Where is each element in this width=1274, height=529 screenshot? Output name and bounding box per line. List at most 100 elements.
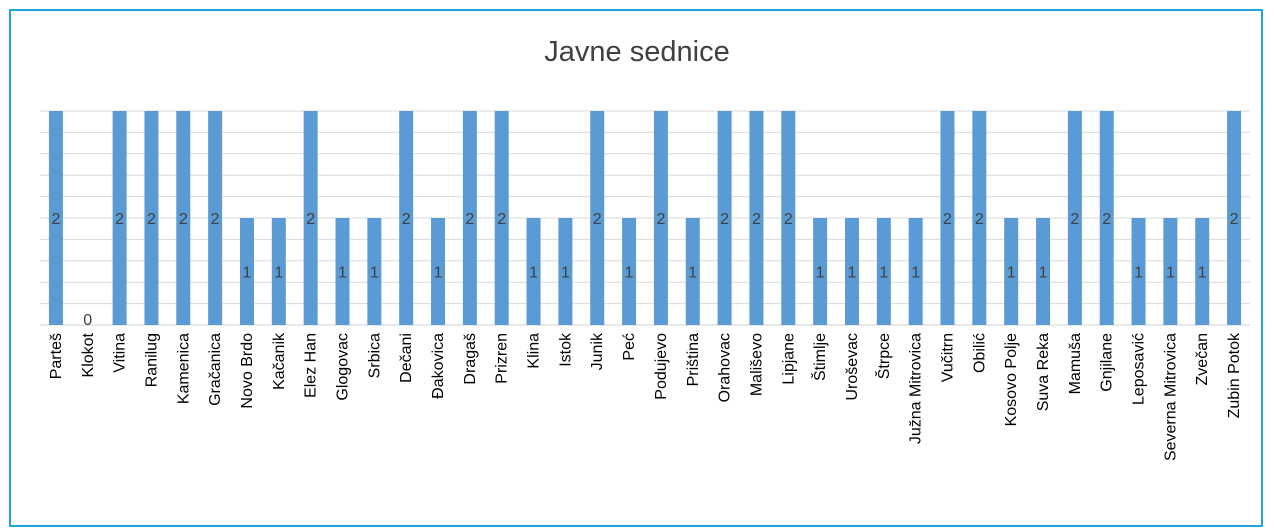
data-label: 2 (402, 211, 411, 228)
data-label: 2 (975, 211, 984, 228)
bar (1131, 218, 1146, 325)
bar (48, 111, 63, 325)
bar (1227, 111, 1242, 325)
bar (1099, 111, 1114, 325)
x-tick-label: Štrpce (874, 333, 893, 379)
bar (112, 111, 127, 325)
bar (526, 218, 541, 325)
bar (1036, 218, 1051, 325)
bar (813, 218, 828, 325)
data-label: 1 (529, 265, 538, 282)
x-tick-label: Srbica (366, 333, 383, 378)
x-tick-label: Priština (685, 333, 702, 386)
data-label: 1 (1007, 265, 1016, 282)
data-label: 2 (943, 211, 952, 228)
data-label: 1 (816, 265, 825, 282)
bar (1004, 218, 1019, 325)
data-label: 1 (1134, 265, 1143, 282)
bar (399, 111, 414, 325)
x-tick-label: Novo Brdo (239, 333, 256, 409)
bar (239, 218, 254, 325)
data-label: 2 (1230, 211, 1239, 228)
x-tick-label: Podujevo (653, 333, 670, 400)
bar (590, 111, 605, 325)
bar (1163, 218, 1178, 325)
bar (367, 218, 382, 325)
data-label: 1 (879, 265, 888, 282)
data-label: 0 (83, 312, 92, 329)
x-tick-label: Prizren (494, 333, 511, 384)
data-label: 1 (625, 265, 634, 282)
x-tick-label: Zubin Potok (1226, 332, 1243, 418)
data-label: 2 (147, 211, 156, 228)
bar (1067, 111, 1082, 325)
data-label: 2 (306, 211, 315, 228)
x-tick-label: Suva Reka (1035, 333, 1052, 411)
data-label: 2 (497, 211, 506, 228)
x-tick-label: Severna Mitrovica (1162, 333, 1179, 461)
bar (271, 218, 286, 325)
x-tick-label: Gnjilane (1099, 333, 1116, 392)
data-label: 1 (338, 265, 347, 282)
x-tick-label: Kosovo Polje (1003, 333, 1020, 426)
bar (208, 111, 223, 325)
x-tick-label: Lipjane (780, 333, 797, 385)
data-label: 2 (1070, 211, 1079, 228)
data-label: 2 (211, 211, 220, 228)
bar (494, 111, 509, 325)
x-tick-label: Vitina (112, 333, 129, 373)
x-tick-label: Vučitrn (940, 333, 957, 382)
data-label: 1 (688, 265, 697, 282)
bar (431, 218, 446, 325)
x-tick-label: Orahovac (717, 333, 734, 402)
x-tick-label: Mamuša (1067, 333, 1084, 394)
x-tick-label: Đakovica (430, 333, 447, 399)
data-label: 1 (434, 265, 443, 282)
chart-title: Javne sednice (544, 36, 730, 68)
x-tick-label: Mališevo (748, 333, 765, 396)
bar (176, 111, 191, 325)
bar (717, 111, 732, 325)
bar (462, 111, 477, 325)
data-label: 1 (370, 265, 379, 282)
data-label: 2 (115, 211, 124, 228)
x-tick-label: Elez Han (303, 333, 320, 398)
data-label: 2 (752, 211, 761, 228)
bar (144, 111, 159, 325)
x-tick-label: Klokot (80, 332, 97, 377)
data-label: 1 (274, 265, 283, 282)
bar (781, 111, 796, 325)
x-tick-label: Istok (557, 332, 574, 367)
data-label: 2 (784, 211, 793, 228)
bar (876, 218, 891, 325)
bar (1195, 218, 1210, 325)
x-tick-label: Dečani (398, 333, 415, 383)
x-tick-label: Uroševac (844, 333, 861, 401)
x-tick-label: Glogovac (335, 333, 352, 401)
data-label: 1 (1166, 265, 1175, 282)
data-label: 2 (720, 211, 729, 228)
x-tick-label: Kačanik (271, 332, 288, 390)
x-tick-label: Obilić (971, 333, 988, 373)
data-label: 1 (848, 265, 857, 282)
bar (940, 111, 955, 325)
data-label: 2 (656, 211, 665, 228)
bar (558, 218, 573, 325)
bar (844, 218, 859, 325)
bar (303, 111, 318, 325)
data-label: 2 (179, 211, 188, 228)
data-label: 1 (1198, 265, 1207, 282)
x-tick-label: Parteš (48, 333, 65, 379)
x-tick-label: Južna Mitrovica (908, 333, 925, 444)
x-tick-label: Zvečan (1194, 333, 1211, 385)
x-tick-label: Kamenica (175, 333, 192, 404)
x-tick-label: Gračanica (207, 333, 224, 406)
x-tick-label: Leposavić (1131, 333, 1148, 405)
bar (749, 111, 764, 325)
data-label: 1 (1039, 265, 1048, 282)
x-tick-label: Junik (589, 332, 606, 370)
bar (335, 218, 350, 325)
bar (653, 111, 668, 325)
data-label: 2 (465, 211, 474, 228)
